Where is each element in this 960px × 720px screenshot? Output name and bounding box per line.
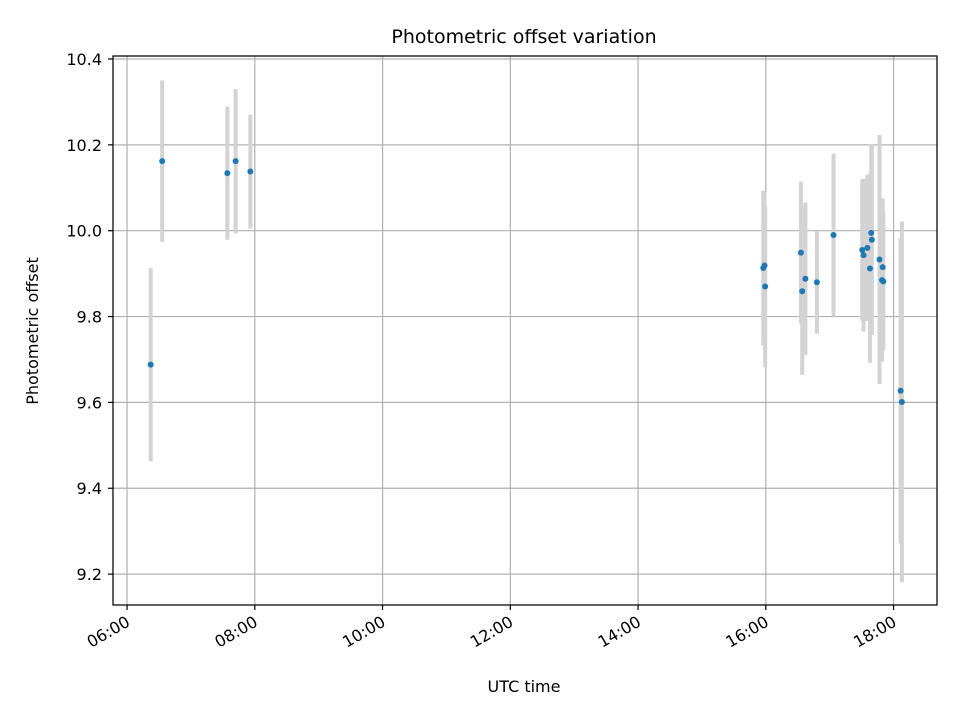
data-point [761,262,768,269]
y-tick-label: 9.4 [77,479,102,498]
x-tick-label: 08:00 [211,612,260,652]
y-tick-label: 10.4 [66,50,102,69]
data-point [232,158,239,165]
data-point [879,264,886,271]
data-point [147,361,154,368]
data-point [247,168,254,175]
data-point [897,387,904,394]
data-point [859,247,866,254]
y-axis-title: Photometric offset [23,257,42,405]
y-tick-label: 9.8 [77,308,102,327]
data-point [860,252,867,259]
x-tick-label: 18:00 [850,612,899,652]
y-axis: 9.2 9.4 9.6 9.8 10.0 10.2 10.4 [66,50,113,584]
data-point [864,244,871,251]
data-point [868,236,875,243]
x-axis: 06:00 08:00 10:00 12:00 14:00 16:00 18:00 [84,605,900,652]
data-point [762,283,769,290]
x-tick-label: 06:00 [84,612,133,652]
data-point [813,279,820,286]
data-point [866,265,873,272]
data-point [797,249,804,256]
data-point [799,288,806,295]
data-point [880,278,887,285]
data-point [868,229,875,236]
data-point [224,170,231,177]
data-points [147,158,905,405]
y-tick-label: 9.2 [77,565,102,584]
errorbars [148,80,904,583]
data-point [876,256,883,263]
data-point [898,398,905,405]
data-point [159,158,166,165]
y-tick-label: 9.6 [77,393,102,412]
plot-frame [112,55,938,606]
chart-title: Photometric offset variation [391,26,656,48]
x-tick-label: 12:00 [467,612,516,652]
y-tick-label: 10.0 [66,222,102,241]
x-tick-label: 16:00 [722,612,771,652]
data-point [830,231,837,238]
x-axis-title: UTC time [488,677,561,696]
x-tick-label: 10:00 [339,612,388,652]
x-tick-label: 14:00 [595,612,644,652]
data-point [802,275,809,282]
y-tick-label: 10.2 [66,136,102,155]
